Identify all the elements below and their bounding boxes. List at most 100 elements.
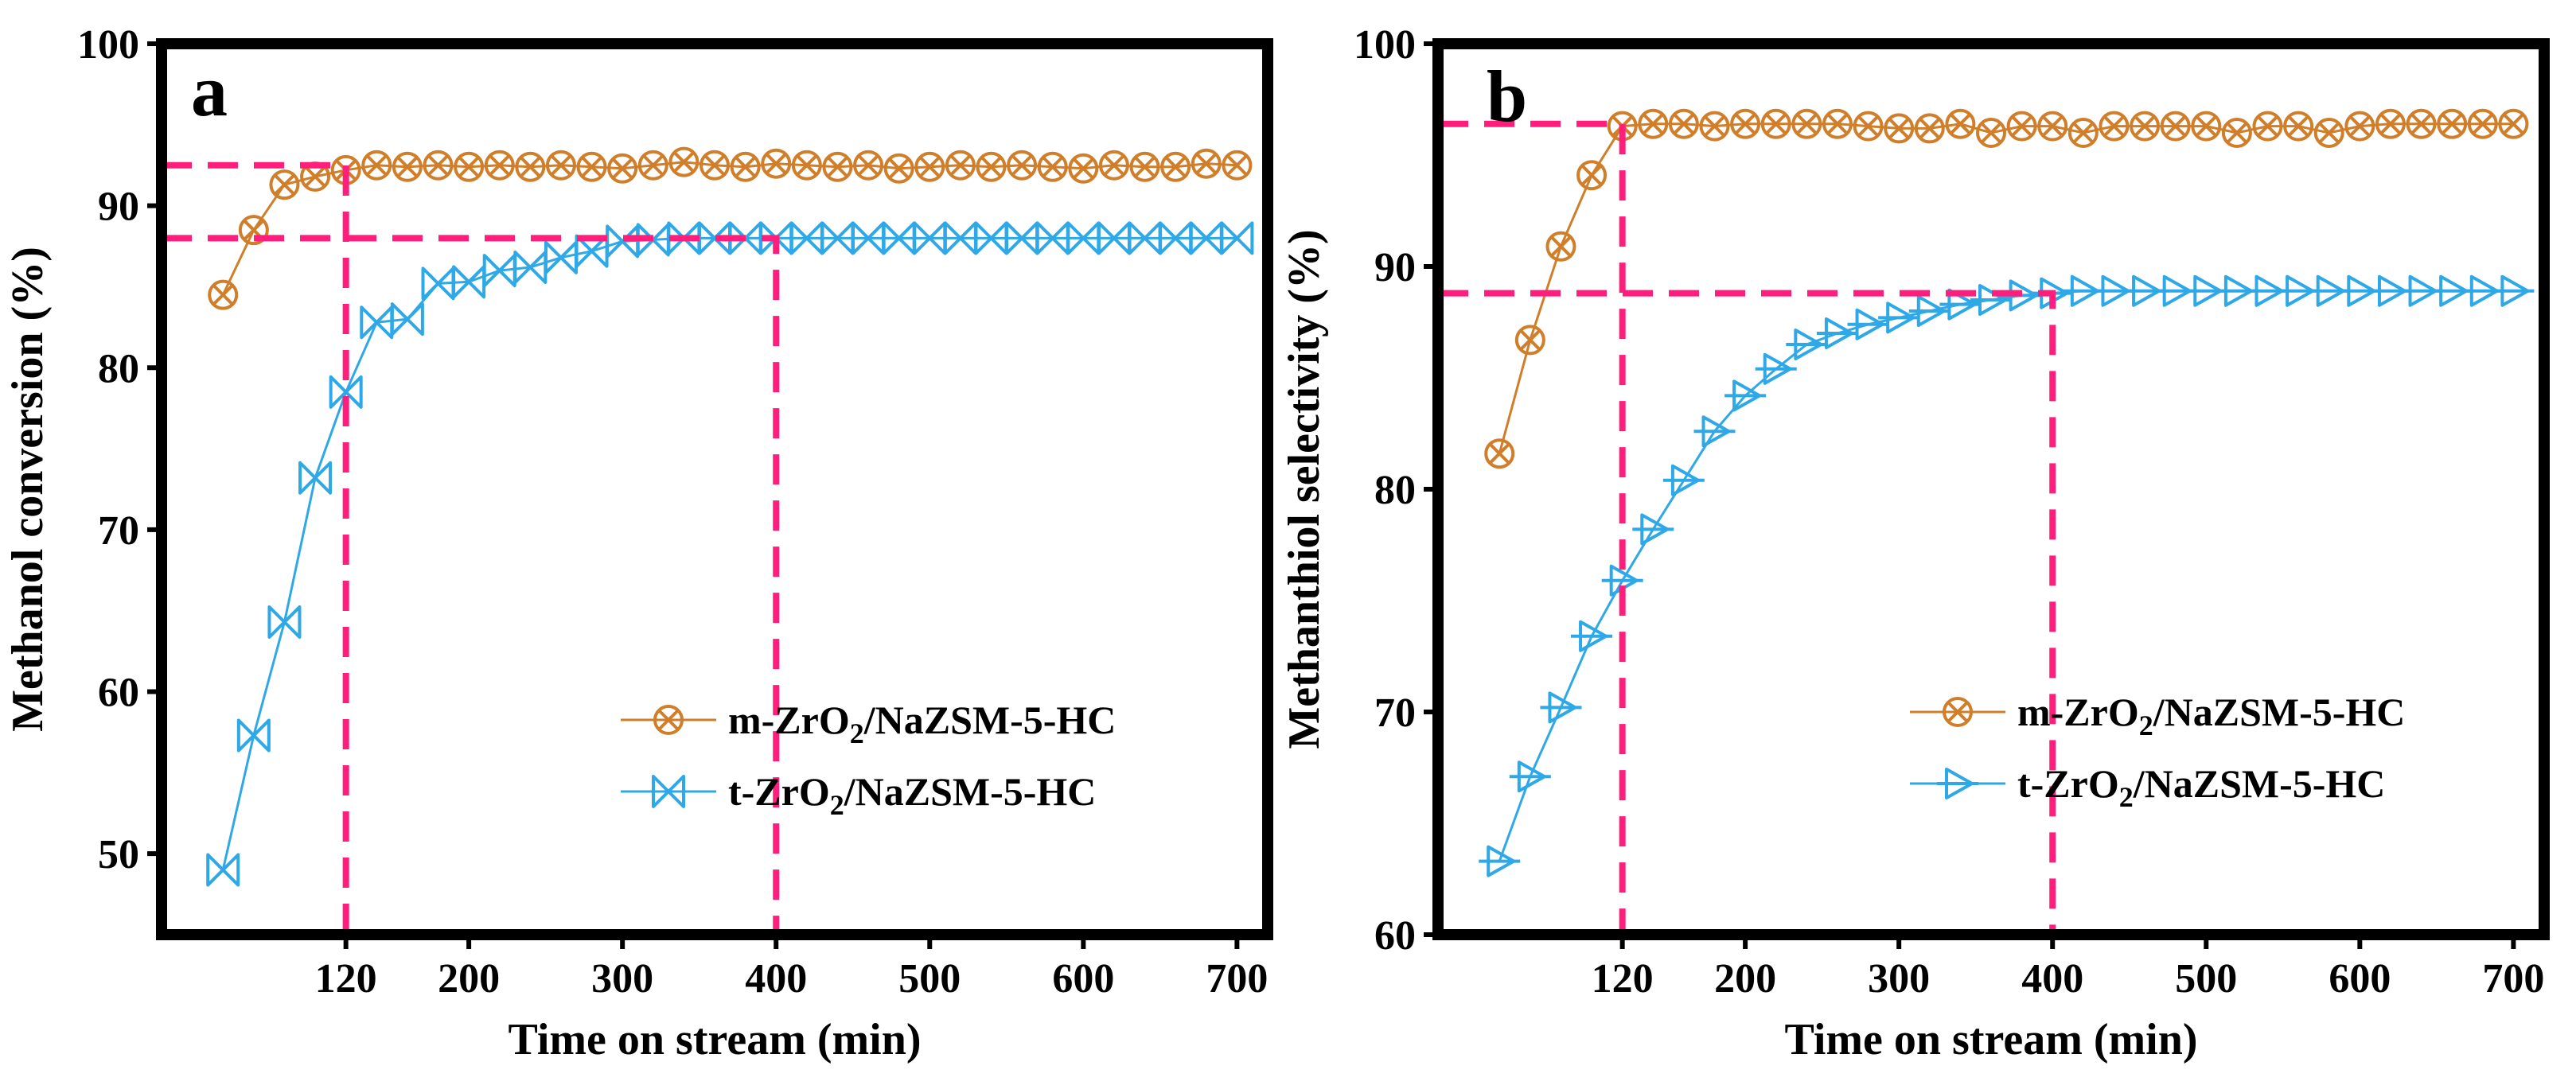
marker-ring: [2130, 111, 2161, 142]
marker-cross-b: [2011, 115, 2033, 138]
data-point: [515, 151, 546, 182]
marker-ring: [2406, 108, 2437, 139]
marker-ring: [1545, 231, 1576, 262]
marker-cross-b: [1519, 329, 1541, 351]
marker-cross-b: [1765, 113, 1787, 135]
data-point: [2130, 111, 2161, 142]
data-point: [2344, 111, 2375, 142]
data-point: [1970, 284, 2012, 316]
data-point: [883, 153, 914, 184]
x-tick-label: 400: [745, 956, 807, 1001]
data-point: [1786, 329, 1828, 360]
marker-ring: [1098, 150, 1129, 181]
data-point: [1545, 231, 1576, 262]
marker-ring: [1976, 118, 2006, 148]
marker-ring: [853, 150, 884, 181]
data-point: [269, 169, 300, 200]
marker-ring: [730, 151, 761, 182]
marker-ring: [484, 150, 515, 181]
legend-label-1: t-ZrO2/NaZSM-5-HC: [2017, 761, 2385, 813]
marker-ring: [1037, 151, 1068, 182]
marker-ring: [883, 153, 914, 184]
marker-cross-b: [2348, 115, 2371, 138]
x-tick-label: 300: [591, 956, 653, 1001]
marker-ring: [1943, 697, 1973, 727]
marker-cross-b: [212, 284, 234, 306]
data-point: [1945, 108, 1976, 139]
marker-ring: [454, 151, 485, 182]
marker-ring: [2437, 108, 2468, 139]
marker-cross-b: [2134, 115, 2156, 138]
marker-ring: [945, 150, 976, 181]
marker-ring: [2375, 108, 2406, 139]
marker-ring: [1222, 150, 1253, 181]
marker-ring: [822, 151, 853, 182]
legend-swatch-marker: [652, 775, 685, 808]
data-point: [1730, 108, 1761, 139]
x-tick-label: 120: [1592, 956, 1654, 1001]
marker-cross-b: [765, 153, 787, 175]
series-line-0: [1498, 123, 2514, 454]
marker-cross-b: [2041, 115, 2064, 138]
x-tick-label: 600: [2329, 956, 2391, 1001]
data-point: [1540, 691, 1582, 724]
y-tick-label: 100: [77, 22, 139, 68]
data-point: [2037, 111, 2068, 142]
marker-ring: [1576, 160, 1608, 191]
marker-cross-b: [2441, 113, 2463, 135]
marker-ring: [1853, 111, 1884, 142]
data-point: [544, 240, 578, 274]
data-point: [267, 605, 302, 639]
data-point: [1976, 118, 2006, 148]
marker-cross-b: [581, 156, 602, 178]
marker-cross-b: [672, 151, 695, 173]
data-point: [1484, 438, 1515, 469]
marker-cross-b: [1947, 701, 1969, 723]
data-point: [1068, 153, 1099, 184]
data-point: [637, 150, 668, 181]
marker-cross-b: [1888, 117, 1910, 139]
data-point: [914, 151, 945, 182]
series-line-0: [221, 161, 1237, 296]
x-tick-label: 400: [2021, 956, 2083, 1001]
data-point: [976, 151, 1007, 182]
data-point: [576, 151, 607, 182]
marker-cross-b: [1704, 115, 1725, 138]
marker-ring: [1514, 325, 1545, 356]
marker-cross-b: [1642, 113, 1664, 135]
marker-cross-b: [1072, 158, 1094, 180]
reference-line-0: [162, 161, 349, 935]
data-point: [1479, 845, 1521, 877]
marker-cross-b: [611, 158, 633, 180]
marker-cross-b: [949, 154, 972, 177]
marker-ring: [976, 151, 1007, 182]
marker-ring: [1007, 150, 1038, 181]
marker-ring: [545, 150, 576, 181]
data-point: [1668, 108, 1699, 139]
marker-bowtie: [236, 718, 271, 753]
marker-ring: [1822, 108, 1853, 139]
marker-ring: [700, 150, 730, 181]
marker-cross-b: [1734, 113, 1756, 135]
marker-ring: [1160, 151, 1191, 182]
marker-cross-b: [1134, 156, 1155, 178]
marker-bowtie: [652, 775, 685, 808]
reference-line-1: [1438, 290, 2056, 935]
marker-ring: [653, 705, 684, 735]
reference-line-0: [1438, 120, 1626, 935]
data-point: [2313, 118, 2344, 148]
data-point: [1037, 151, 1068, 182]
marker-ring: [2099, 111, 2130, 142]
data-point: [1007, 150, 1038, 181]
marker-cross-b: [396, 156, 419, 178]
marker-bowtie: [267, 605, 302, 639]
marker-cross-b: [703, 154, 726, 177]
data-point: [1662, 464, 1705, 496]
data-point: [1632, 513, 1674, 546]
reference-line-1: [162, 235, 780, 935]
marker-cross-b: [427, 154, 449, 177]
data-point: [206, 853, 240, 887]
data-point: [791, 150, 822, 181]
marker-ring: [2191, 111, 2222, 142]
legend-label-0: m-ZrO2/NaZSM-5-HC: [2017, 690, 2405, 741]
